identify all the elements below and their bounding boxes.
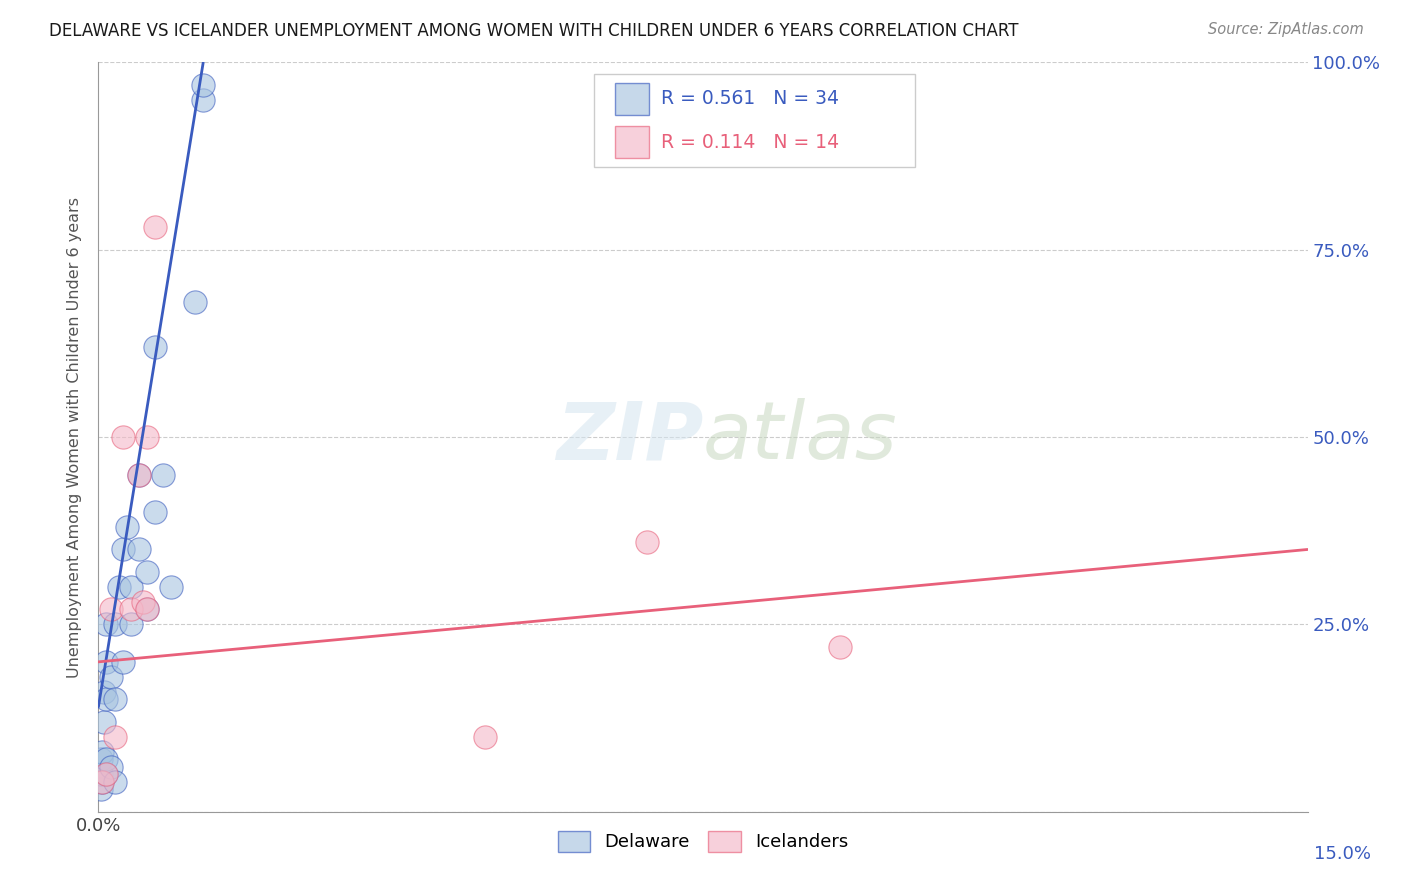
Delaware [90, 782, 112, 797]
Icelanders [111, 430, 134, 444]
Delaware [100, 760, 122, 774]
Delaware [120, 580, 142, 594]
Legend: Delaware, Icelanders: Delaware, Icelanders [551, 823, 855, 859]
Delaware [152, 467, 174, 482]
Text: ZIP: ZIP [555, 398, 703, 476]
Delaware [143, 340, 166, 354]
Icelanders [128, 467, 150, 482]
Icelanders [135, 430, 157, 444]
Delaware [135, 602, 157, 616]
Icelanders [143, 220, 166, 235]
Delaware [96, 767, 118, 781]
Delaware [96, 617, 118, 632]
Icelanders [135, 602, 157, 616]
Text: 15.0%: 15.0% [1313, 846, 1371, 863]
Delaware [193, 93, 215, 107]
Icelanders [96, 767, 118, 781]
Icelanders [100, 602, 122, 616]
Icelanders [91, 774, 114, 789]
Delaware [90, 752, 112, 766]
Delaware [93, 685, 115, 699]
Delaware [128, 467, 150, 482]
Text: atlas: atlas [703, 398, 898, 476]
Delaware [143, 505, 166, 519]
Text: Source: ZipAtlas.com: Source: ZipAtlas.com [1208, 22, 1364, 37]
Delaware [135, 565, 157, 579]
Delaware [93, 714, 115, 729]
Delaware [91, 745, 114, 759]
Delaware [111, 542, 134, 557]
Delaware [96, 692, 118, 706]
Icelanders [103, 730, 125, 744]
Icelanders [828, 640, 851, 654]
Delaware [184, 295, 207, 310]
Bar [614, 127, 648, 158]
Text: DELAWARE VS ICELANDER UNEMPLOYMENT AMONG WOMEN WITH CHILDREN UNDER 6 YEARS CORRE: DELAWARE VS ICELANDER UNEMPLOYMENT AMONG… [49, 22, 1019, 40]
Delaware [90, 767, 112, 781]
Delaware [91, 774, 114, 789]
Text: R = 0.561   N = 34: R = 0.561 N = 34 [661, 89, 839, 109]
Delaware [120, 617, 142, 632]
Delaware [96, 752, 118, 766]
Delaware [103, 617, 125, 632]
Icelanders [636, 535, 658, 549]
Delaware [160, 580, 183, 594]
Delaware [115, 520, 138, 534]
Text: R = 0.114   N = 14: R = 0.114 N = 14 [661, 133, 839, 152]
Delaware [96, 655, 118, 669]
Icelanders [474, 730, 496, 744]
Icelanders [120, 602, 142, 616]
Icelanders [132, 595, 155, 609]
Delaware [111, 655, 134, 669]
Delaware [103, 692, 125, 706]
Y-axis label: Unemployment Among Women with Children Under 6 years: Unemployment Among Women with Children U… [67, 196, 83, 678]
Delaware [128, 542, 150, 557]
Delaware [103, 774, 125, 789]
Delaware [100, 670, 122, 684]
Delaware [107, 580, 129, 594]
Bar [614, 83, 648, 115]
FancyBboxPatch shape [595, 74, 915, 168]
Delaware [193, 78, 215, 92]
